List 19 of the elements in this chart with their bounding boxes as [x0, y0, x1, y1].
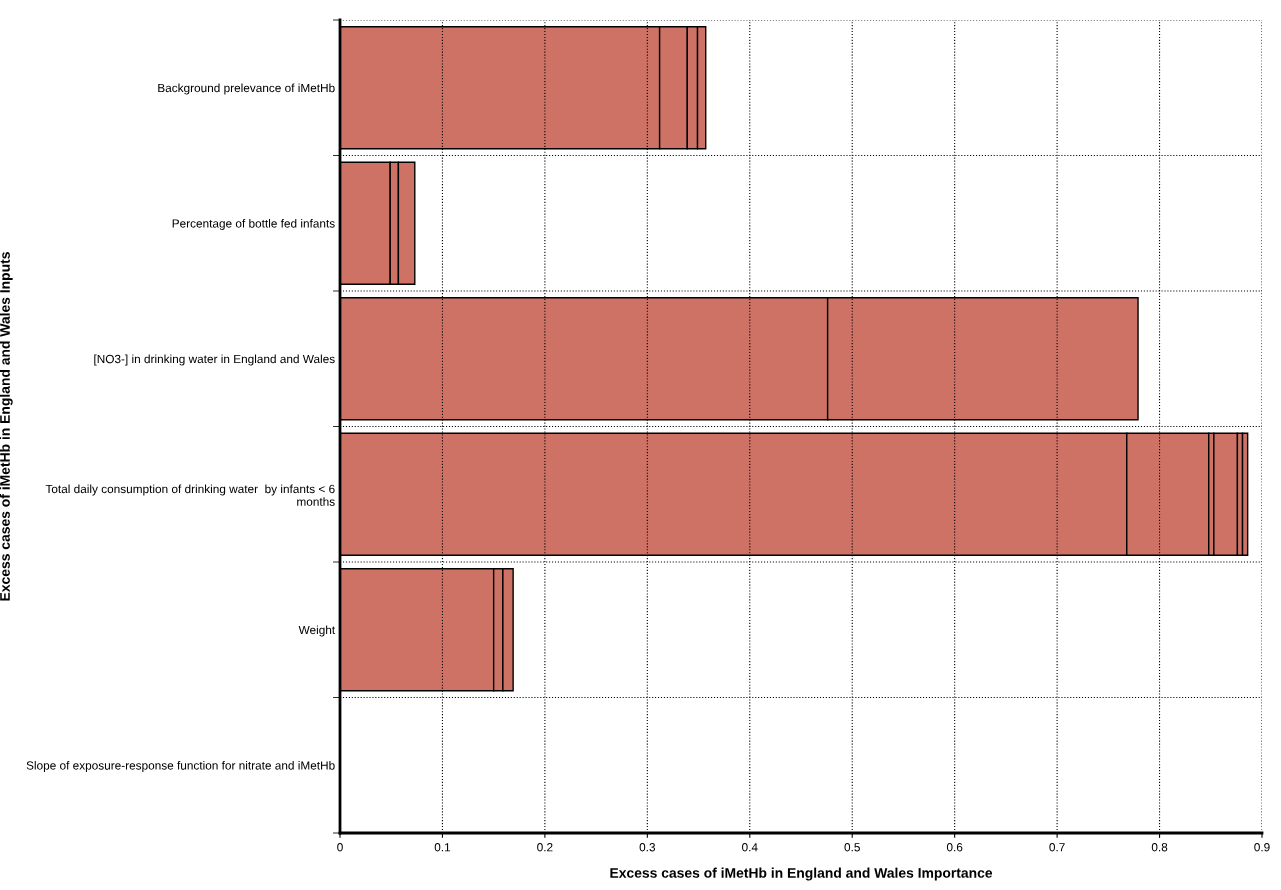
y-tick-label: Percentage of bottle fed infants: [172, 218, 335, 230]
y-axis-title: Excess cases of iMetHb in England and Wales Inputs: [0, 252, 13, 601]
x-tick-label: 0.1: [434, 843, 451, 852]
y-tick-label: Total daily consumption of drinking water by infants < 6 months: [45, 484, 335, 506]
y-tick-label: Slope of exposure-response function for nitrate and iMetHb: [26, 760, 335, 772]
x-tick-label: 0.2: [537, 843, 553, 852]
bar: [1241, 432, 1249, 556]
x-axis-title: Excess cases of iMetHb in England and Wales Importance: [610, 867, 993, 881]
x-tick-label: 0.7: [1049, 843, 1065, 852]
x-tick-label: 0.3: [639, 843, 656, 852]
x-tick-label: 0.6: [946, 843, 963, 852]
y-tick-label: Background prelevance of iMetHb: [158, 83, 335, 95]
y-tick-label: [NO3-] in drinking water in England and Wales: [94, 354, 335, 366]
x-tick-label: 0: [337, 843, 343, 852]
y-tick-label: Weight: [298, 625, 336, 637]
x-tick-label: 0.5: [844, 843, 860, 852]
x-tick-label: 0.9: [1254, 843, 1270, 852]
x-tick-label: 0.8: [1151, 843, 1168, 852]
x-tick-label: 0.4: [742, 843, 758, 852]
